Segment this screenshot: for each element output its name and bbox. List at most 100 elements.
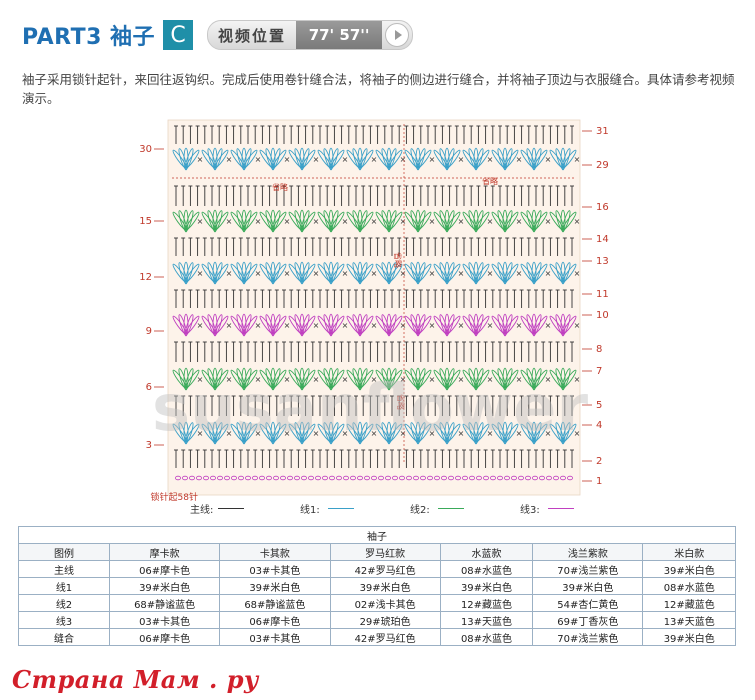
fan-petal xyxy=(243,149,258,169)
fan-petal xyxy=(357,421,363,445)
fan-petal xyxy=(213,422,223,444)
x-stitch: × xyxy=(284,429,291,438)
row-number-right: 10 xyxy=(596,310,609,321)
table-cell: 06#摩卡色 xyxy=(108,560,221,578)
table-row: 线2 68#静谧蓝色 68#静谧蓝色 02#浅卡其色 12#藏蓝色 54#杏仁黄色 12#藏… xyxy=(18,594,736,612)
fan-petal xyxy=(214,369,229,389)
table-cell: 08#水蓝色 xyxy=(642,577,736,595)
fan-petal xyxy=(358,422,368,444)
x-stitch: × xyxy=(342,429,349,438)
fan-petal xyxy=(330,263,345,283)
fan-petal xyxy=(328,147,334,171)
chart-row-band: × × × × × × × × × × × × × × xyxy=(172,421,580,445)
fan-petal xyxy=(533,423,548,443)
fan-petal xyxy=(531,421,537,445)
fan-petal xyxy=(301,263,316,283)
fan-petal xyxy=(532,368,542,390)
fan-petal xyxy=(184,314,194,336)
table-cell: 13#天蓝色 xyxy=(642,611,736,629)
fan-petal xyxy=(328,209,334,233)
fan-petal xyxy=(473,367,479,391)
fan-petal xyxy=(213,210,223,232)
chain-stitch xyxy=(377,475,384,481)
table-cell: 69#丁香灰色 xyxy=(532,611,644,629)
fan-petal xyxy=(531,261,537,285)
fan-petal xyxy=(416,148,426,170)
fan-petal xyxy=(328,367,334,391)
fan-petal xyxy=(473,209,479,233)
chart-row-band xyxy=(174,125,574,144)
x-stitch: × xyxy=(545,321,552,330)
play-icon[interactable] xyxy=(385,23,410,47)
fan-petal xyxy=(387,262,397,284)
x-stitch: × xyxy=(226,321,233,330)
chain-stitch xyxy=(272,475,279,481)
fan-petal xyxy=(503,148,513,170)
x-stitch: × xyxy=(284,155,291,164)
fan-petal xyxy=(329,314,339,336)
footer-brand: Страна Мам . ру xyxy=(12,665,259,694)
fan-petal xyxy=(474,368,484,390)
chart-row-band: × × × × × × × × × × × × × × xyxy=(172,313,580,337)
fan-petal xyxy=(388,423,403,443)
fan-petal xyxy=(532,314,542,336)
fan-petal xyxy=(359,369,374,389)
table-cell: 08#水蓝色 xyxy=(439,628,534,646)
x-stitch: × xyxy=(545,375,552,384)
fan-petal xyxy=(213,368,223,390)
fan-petal xyxy=(300,262,310,284)
table-cell: 03#卡其色 xyxy=(219,560,331,578)
x-stitch: × xyxy=(487,155,494,164)
x-stitch: × xyxy=(342,155,349,164)
fan-petal xyxy=(444,421,450,445)
fan-petal xyxy=(417,211,432,231)
fan-petal xyxy=(185,263,200,283)
chart-row-band: × × × × × × × × × × × × × × xyxy=(172,209,580,233)
x-stitch: × xyxy=(458,429,465,438)
table-header-cell: 米白款 xyxy=(642,543,736,561)
row-number-right: 16 xyxy=(596,202,609,213)
x-stitch: × xyxy=(313,429,320,438)
chain-stitch xyxy=(349,475,356,481)
chain-stitch xyxy=(286,475,293,481)
legend-swatch xyxy=(328,508,354,509)
x-stitch: × xyxy=(255,217,262,226)
fan-petal xyxy=(417,423,432,443)
x-stitch: × xyxy=(516,321,523,330)
fan-petal xyxy=(560,261,566,285)
fan-petal xyxy=(416,314,426,336)
fan-petal xyxy=(183,209,189,233)
row-number-right: 7 xyxy=(596,366,602,377)
x-stitch: × xyxy=(371,429,378,438)
fan-petal xyxy=(387,314,397,336)
chain-stitch xyxy=(182,475,189,481)
fan-petal xyxy=(532,210,542,232)
part-title: PART3 袖子 xyxy=(22,25,156,50)
chain-stitch xyxy=(517,475,524,481)
table-cell: 缝合 xyxy=(18,628,110,646)
chain-stitch xyxy=(468,475,475,481)
fan-petal xyxy=(329,210,339,232)
x-stitch: × xyxy=(545,269,552,278)
fan-petal xyxy=(300,210,310,232)
table-cell: 42#罗马红色 xyxy=(329,628,441,646)
fan-petal xyxy=(183,367,189,391)
chain-stitch xyxy=(566,475,573,481)
table-header-cell: 图例 xyxy=(18,543,110,561)
table-row: 主线 06#摩卡色 03#卡其色 42#罗马红色 08#水蓝色 70#浅兰紫色 39#米白色 xyxy=(18,560,736,578)
x-stitch: × xyxy=(429,375,436,384)
fan-petal xyxy=(299,367,305,391)
fan-petal xyxy=(301,423,316,443)
fan-petal xyxy=(561,262,571,284)
fan-petal xyxy=(387,210,397,232)
fan-petal xyxy=(270,421,276,445)
fan-petal xyxy=(503,314,513,336)
fan-petal xyxy=(562,315,577,335)
video-position-pill[interactable]: 视频位置 77' 57'' xyxy=(207,20,414,50)
fan-petal xyxy=(300,148,310,170)
chain-stitch xyxy=(189,475,196,481)
fan-petal xyxy=(445,368,455,390)
table-cell: 03#卡其色 xyxy=(219,628,331,646)
x-stitch: × xyxy=(226,429,233,438)
x-stitch: × xyxy=(516,429,523,438)
